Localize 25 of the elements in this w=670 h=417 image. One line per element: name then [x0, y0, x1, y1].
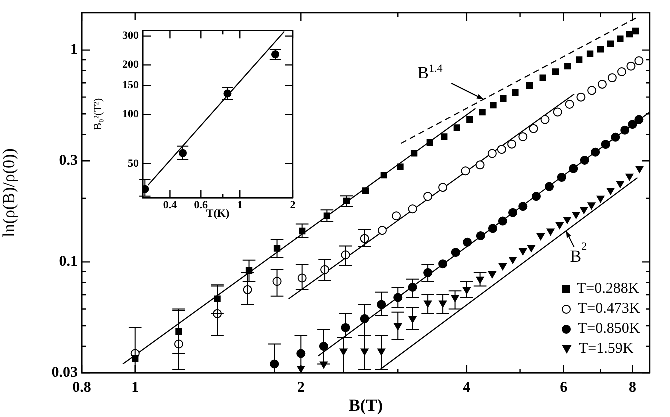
y-axis-title: ln(ρ(B)/ρ(0)): [0, 148, 19, 238]
x-tick-label: 1: [237, 199, 243, 212]
y-tick-label: 200: [122, 59, 140, 72]
y-tick-label: 300: [122, 30, 140, 42]
x-axis-title: B(T): [349, 396, 383, 416]
x-tick-label: 6: [560, 380, 568, 396]
legend-label: T=1.59K: [579, 340, 634, 359]
y-tick-label: 1: [70, 42, 78, 58]
x-tick-label: 8: [628, 380, 636, 396]
x-tick-label: 0.8: [72, 380, 92, 396]
y-tick-label: 100: [122, 108, 140, 120]
legend-label: T=0.473K: [578, 300, 640, 319]
x-axis-title: T(K): [206, 208, 230, 220]
y-tick-label: 0.3: [59, 152, 78, 169]
y-tick-label: 150: [122, 80, 140, 92]
y-tick-label: 0.1: [59, 254, 78, 270]
legend-label: T=0.288K: [577, 280, 640, 299]
y-axis-title: B₀²(T²): [92, 98, 104, 130]
x-tick-label: 2: [297, 380, 305, 396]
x-tick-label: 2: [290, 199, 296, 212]
x-tick-label: 0.4: [163, 199, 178, 212]
y-tick-label: 50: [128, 158, 140, 170]
y-tick-label: 0.03: [52, 364, 78, 381]
legend-label: T=0.850K: [578, 320, 640, 339]
x-tick-label: 4: [463, 380, 472, 396]
